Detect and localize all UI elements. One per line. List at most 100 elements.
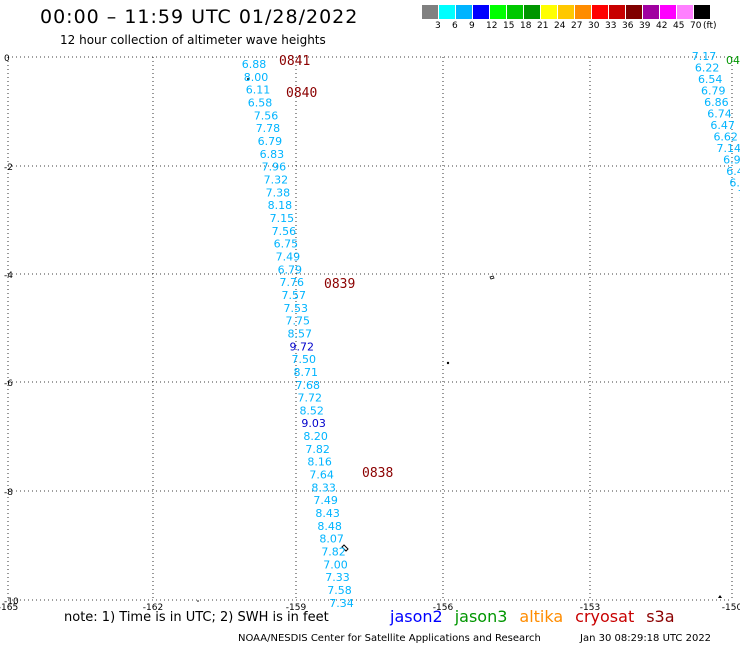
lon-tick-label: -150 xyxy=(722,603,740,613)
legend-swatch xyxy=(643,5,660,19)
wave-height-label: 8.52 xyxy=(299,404,324,417)
island-marker xyxy=(197,600,199,602)
page-title: 00:00 – 11:59 UTC 01/28/2022 xyxy=(40,6,359,28)
wave-height-label: 7.76 xyxy=(280,276,305,289)
page-subtitle: 12 hour collection of altimeter wave hei… xyxy=(60,33,326,47)
wave-height-label: 7.33 xyxy=(325,571,350,584)
wave-height-label: 6.47 xyxy=(710,119,735,132)
legend-swatch xyxy=(473,5,490,19)
legend-tick-label: 3 xyxy=(435,21,441,31)
wave-height-label: 8.43 xyxy=(315,507,340,520)
island-marker xyxy=(489,275,495,280)
pass-labels: 0841 0840 0839 0838 xyxy=(279,54,393,481)
legend-swatch xyxy=(524,5,541,19)
wave-height-label: 7.49 xyxy=(276,250,301,263)
wave-height-label: 6.4 xyxy=(726,165,740,178)
lon-tick-label: -156 xyxy=(433,603,454,613)
wave-height-label: 7.58 xyxy=(327,584,352,597)
legend-tick-label: 15 xyxy=(503,21,515,31)
wave-height-label: 8.18 xyxy=(268,199,293,212)
wave-height-label: 6.79 xyxy=(278,263,303,276)
lat-tick-label: -2 xyxy=(4,163,13,173)
island-marker xyxy=(446,361,450,365)
pass-time-label: 0838 xyxy=(362,466,393,481)
legend-tick-label: 12 xyxy=(486,21,498,31)
legend-swatch xyxy=(507,5,524,19)
legend-tick-label: 36 xyxy=(622,21,634,31)
wave-height-label: 9.03 xyxy=(301,417,326,430)
wave-height-label: 6.79 xyxy=(258,135,283,148)
lat-tick-label: -4 xyxy=(4,271,13,281)
wave-height-label: 7.00 xyxy=(323,558,348,571)
wave-height-label: 7.14 xyxy=(717,142,740,155)
wave-height-label: 6.54 xyxy=(698,73,723,86)
edge-track: 7.176.226.546.796.866.746.476.627.146.96… xyxy=(692,50,740,201)
wave-height-label: 6.2 xyxy=(729,177,740,190)
wave-height-label: 7.38 xyxy=(266,186,291,199)
legend-swatch xyxy=(490,5,507,19)
wave-height-label: 7.17 xyxy=(692,50,717,63)
wave-height-label: 8.07 xyxy=(319,533,344,546)
wave-height-label: 7.56 xyxy=(254,109,279,122)
wave-height-label: 8.33 xyxy=(311,481,336,494)
lon-tick-label: -159 xyxy=(286,603,307,613)
legend-tick-label: 39 xyxy=(639,21,651,31)
wave-height-label: 6.11 xyxy=(246,84,271,97)
lon-tick-label: -165 xyxy=(0,603,18,613)
lat-tick-label: 0 xyxy=(4,54,10,64)
wave-height-label: 7.50 xyxy=(291,353,316,366)
satellite-jason3: jason3 xyxy=(454,607,508,626)
wave-height-label: 7.96 xyxy=(262,161,287,174)
legend-tick-label: 6 xyxy=(452,21,458,31)
legend-swatch xyxy=(456,5,473,19)
wave-height-label: 8.71 xyxy=(293,366,318,379)
legend-tick-label: 18 xyxy=(520,21,532,31)
lat-tick-label: -8 xyxy=(4,488,13,498)
wave-height-label: 6.75 xyxy=(274,238,299,251)
legend-tick-label: 45 xyxy=(673,21,685,31)
wave-height-label: 6.86 xyxy=(704,96,729,109)
wave-height-label: 7.56 xyxy=(272,225,297,238)
island-marker xyxy=(247,78,249,80)
wave-height-label: 7.49 xyxy=(313,494,338,507)
legend-tick-label: 24 xyxy=(554,21,566,31)
legend-ticks: 3 6 9 12 15 18 21 24 27 30 33 36 39 42 45 70 (ft) xyxy=(422,19,732,31)
footer-note: note: 1) Time is in UTC; 2) SWH is in fe… xyxy=(64,610,329,625)
wave-height-label: 6.9 xyxy=(723,154,740,167)
wave-height-label: 7.34 xyxy=(329,597,354,610)
wave-height-label: 7.68 xyxy=(295,379,320,392)
wave-height-label: 6.22 xyxy=(695,62,720,75)
wave-height-label: 7.53 xyxy=(284,302,309,315)
wave-height-label: 8.16 xyxy=(307,456,332,469)
legend-tick-label: 42 xyxy=(656,21,668,31)
island-marker xyxy=(718,595,722,598)
wave-height-label: 7.57 xyxy=(282,289,307,302)
wave-height-label: 6.58 xyxy=(248,96,273,109)
wave-height-label: 7.78 xyxy=(256,122,281,135)
main-track: 6.888.006.116.587.567.786.796.837.967.32… xyxy=(242,58,354,610)
legend-swatch xyxy=(422,5,439,19)
satellite-s3a: s3a xyxy=(646,607,675,626)
legend-swatch xyxy=(592,5,609,19)
legend-swatch xyxy=(626,5,643,19)
legend-swatch xyxy=(677,5,694,19)
island-marker xyxy=(341,544,349,552)
lat-tick-label: -10 xyxy=(4,597,19,607)
wave-height-label: 6.79 xyxy=(701,85,726,98)
map-grid xyxy=(7,56,733,601)
satellite-jason2: jason2 xyxy=(390,607,443,626)
wave-height-label: 8.20 xyxy=(303,430,328,443)
legend-swatch xyxy=(575,5,592,19)
legend-tick-label: 21 xyxy=(537,21,549,31)
wave-height-label: 7.75 xyxy=(286,315,311,328)
legend-swatch xyxy=(439,5,456,19)
legend-swatch xyxy=(660,5,677,19)
wave-height-label: 6.62 xyxy=(713,131,738,144)
edge-pass-label: 04 xyxy=(726,54,740,67)
lon-tick-label: -162 xyxy=(143,603,163,613)
wave-height-label: 9.72 xyxy=(290,340,315,353)
legend-swatches xyxy=(422,5,732,19)
satellite-legend: jason2 jason3 altika cryosat s3a xyxy=(390,607,687,626)
wave-height-label: 7.32 xyxy=(264,173,289,186)
